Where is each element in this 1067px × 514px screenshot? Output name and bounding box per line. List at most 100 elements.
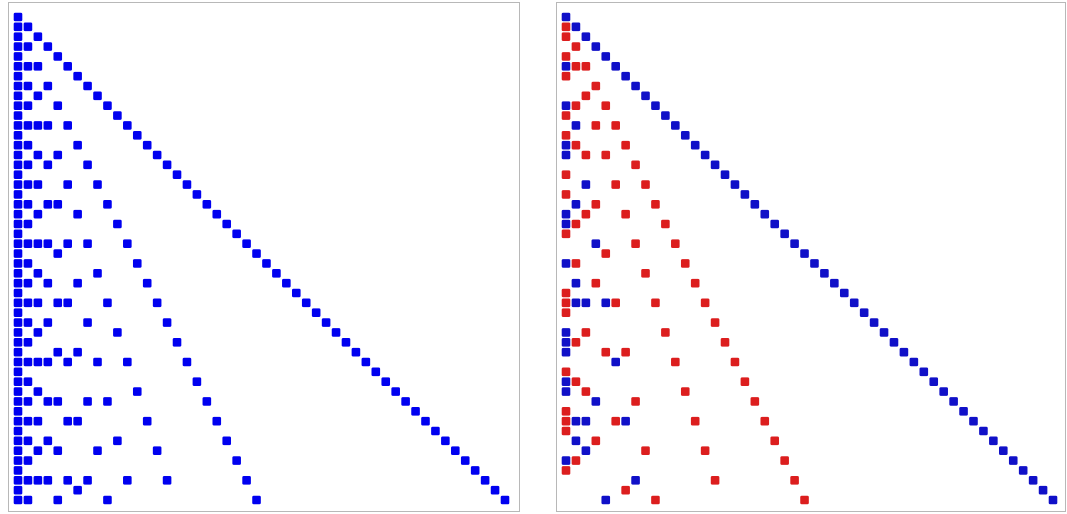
- matrix-entry: [43, 318, 53, 327]
- matrix-entry: [13, 239, 23, 249]
- matrix-entry: [43, 160, 53, 170]
- matrix-entry: [162, 475, 172, 485]
- matrix-entry: [621, 416, 630, 426]
- matrix-entry: [830, 278, 839, 288]
- matrix-entry: [43, 357, 53, 367]
- matrix-entry: [770, 436, 780, 446]
- matrix-entry: [33, 209, 43, 219]
- matrix-entry: [470, 466, 480, 475]
- matrix-entry: [13, 328, 23, 337]
- matrix-entry: [73, 209, 82, 219]
- matrix-entry: [760, 416, 770, 426]
- matrix-entry: [63, 298, 72, 308]
- matrix-entry: [13, 308, 23, 318]
- matrix-entry: [33, 328, 43, 337]
- matrix-entry: [879, 328, 889, 337]
- matrix-entry: [1048, 495, 1058, 505]
- matrix-entry: [23, 199, 33, 209]
- matrix-entry: [561, 337, 571, 347]
- matrix-entry: [43, 199, 53, 209]
- matrix-entry: [53, 347, 63, 357]
- matrix-entry: [611, 121, 620, 130]
- matrix-entry: [63, 180, 72, 189]
- matrix-entry: [43, 278, 53, 288]
- matrix-entry: [959, 406, 968, 416]
- matrix-entry: [561, 377, 571, 387]
- matrix-entry: [661, 111, 670, 120]
- matrix-entry: [13, 199, 23, 209]
- matrix-entry: [103, 495, 112, 505]
- matrix-entry: [301, 298, 311, 308]
- matrix-entry: [720, 337, 730, 347]
- matrix-entry: [949, 397, 958, 406]
- matrix-entry: [23, 416, 33, 426]
- matrix-entry: [13, 180, 23, 189]
- matrix-entry: [700, 150, 710, 160]
- matrix-entry: [282, 278, 291, 288]
- matrix-entry: [611, 61, 620, 71]
- matrix-entry: [561, 219, 571, 229]
- matrix-entry: [571, 259, 581, 268]
- matrix-entry: [750, 397, 760, 406]
- matrix-entry: [561, 22, 571, 32]
- matrix-entry: [13, 397, 23, 406]
- matrix-entry: [621, 140, 630, 150]
- matrix-entry: [571, 298, 581, 308]
- matrix-entry: [252, 495, 261, 505]
- matrix-entry: [909, 357, 919, 367]
- matrix-entry: [561, 71, 571, 81]
- matrix-entry: [641, 446, 650, 456]
- matrix-entry: [800, 249, 809, 258]
- matrix-entry: [262, 259, 271, 268]
- matrix-entry: [23, 337, 33, 347]
- matrix-entry: [680, 259, 690, 268]
- matrix-entry: [581, 150, 591, 160]
- matrix-entry: [222, 219, 232, 229]
- matrix-entry: [13, 456, 23, 465]
- matrix-entry: [601, 249, 611, 258]
- matrix-entry: [591, 278, 601, 288]
- matrix-entry: [611, 357, 620, 367]
- matrix-entry: [680, 387, 690, 396]
- matrix-entry: [341, 337, 351, 347]
- matrix-entry: [421, 416, 430, 426]
- matrix-entry: [859, 308, 869, 318]
- matrix-entry: [561, 387, 571, 396]
- matrix-entry: [13, 150, 23, 160]
- matrix-entry: [13, 42, 23, 51]
- matrix-entry: [13, 219, 23, 229]
- matrix-entry: [232, 456, 241, 465]
- matrix-entry: [401, 397, 410, 406]
- matrix-entry: [13, 32, 23, 42]
- matrix-entry: [671, 121, 680, 130]
- matrix-entry: [13, 209, 23, 219]
- matrix-entry: [561, 32, 571, 42]
- matrix-entry: [651, 199, 660, 209]
- matrix-entry: [103, 101, 112, 111]
- matrix-entry: [810, 259, 819, 268]
- matrix-entry: [561, 101, 571, 111]
- matrix-entry: [700, 446, 710, 456]
- matrix-entry: [571, 61, 581, 71]
- matrix-entry: [73, 416, 82, 426]
- matrix-entry: [849, 298, 859, 308]
- matrix-entry: [631, 475, 640, 485]
- matrix-entry: [13, 337, 23, 347]
- matrix-entry: [13, 387, 23, 396]
- matrix-entry: [53, 298, 63, 308]
- matrix-entry: [790, 239, 799, 249]
- matrix-entry: [23, 475, 33, 485]
- matrix-entry: [13, 101, 23, 111]
- matrix-entry: [561, 12, 571, 22]
- matrix-entry: [730, 180, 740, 189]
- matrix-entry: [601, 52, 611, 61]
- matrix-entry: [222, 436, 232, 446]
- matrix-entry: [760, 209, 770, 219]
- matrix-entry: [671, 239, 680, 249]
- matrix-entry: [1028, 475, 1038, 485]
- matrix-entry: [581, 32, 591, 42]
- matrix-entry: [43, 121, 53, 130]
- matrix-entry: [621, 209, 630, 219]
- matrix-entry: [23, 42, 33, 51]
- matrix-entry: [43, 397, 53, 406]
